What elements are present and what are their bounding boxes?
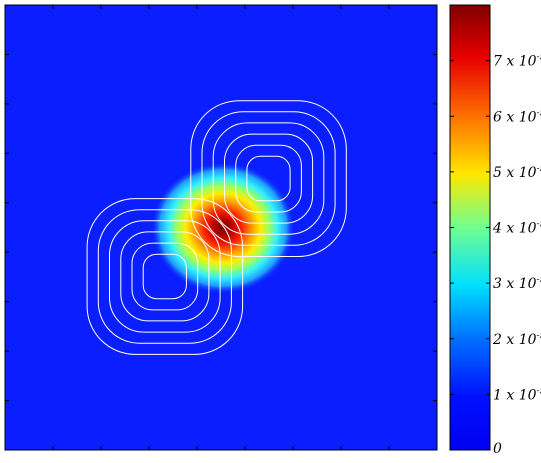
contour-lower-left-2 [131, 242, 199, 311]
colorbar-tick-label-4: 4 x 10-5 [492, 220, 541, 237]
contour-upper-right-5 [201, 111, 336, 246]
colorbar-tick-label-1: 1 x 10-5 [493, 386, 541, 403]
contour-lower-left-1 [142, 253, 187, 300]
contour-upper-right-6 [190, 100, 347, 257]
colorbar-tick-label-6: 6 x 10-5 [493, 108, 541, 125]
contour-upper-right-4 [212, 122, 325, 235]
contour-upper-right-1 [246, 155, 291, 202]
contour-upper-right-2 [235, 144, 302, 213]
colorbar-gradient [449, 4, 491, 451]
colorbar: 0 1 x 10-5 2 x 10-5 3 x 10-5 4 x 10-5 5 x 10-… [449, 4, 541, 457]
contour-upper-right-3 [224, 133, 314, 224]
colorbar-tick-label-3: 3 x 10-5 [493, 275, 541, 292]
colorbar-tick-label-0: 0 [493, 441, 502, 457]
contour-lines [86, 100, 347, 355]
contour-lower-left-3 [120, 231, 210, 322]
contour-lower-left-5 [97, 209, 232, 344]
colorbar-tick-label-5: 5 x 10-5 [493, 164, 541, 181]
colorbar-tick-label-2: 2 x 10-5 [492, 331, 541, 348]
contour-lower-left-6 [86, 198, 244, 355]
colorbar-tick-label-7: 7 x 10-5 [493, 53, 541, 70]
frame-ticks [5, 5, 437, 450]
heatmap-peak [151, 162, 295, 294]
contour-lower-left-4 [109, 220, 221, 333]
colorbar-ticks: 0 1 x 10-5 2 x 10-5 3 x 10-5 4 x 10-5 5 x 10-… [450, 53, 541, 457]
plot-area [4, 4, 438, 451]
